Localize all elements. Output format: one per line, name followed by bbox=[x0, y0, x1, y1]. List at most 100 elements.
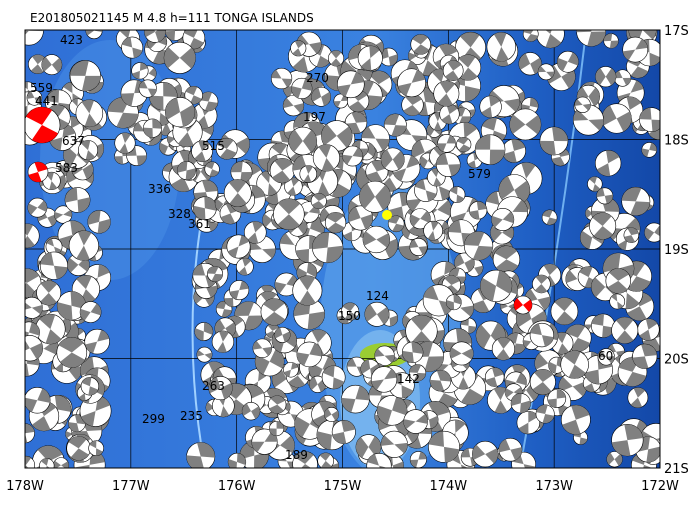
beachball bbox=[25, 223, 40, 249]
beachball-quad bbox=[30, 54, 45, 74]
beachball-quad bbox=[228, 179, 247, 207]
beachball bbox=[324, 407, 340, 422]
beachball bbox=[574, 96, 591, 113]
beachball-quad bbox=[615, 317, 634, 344]
beachball bbox=[632, 343, 658, 369]
beachball-quad bbox=[333, 94, 348, 108]
beachball bbox=[138, 79, 157, 98]
beachball bbox=[480, 269, 513, 302]
beachball bbox=[327, 50, 345, 67]
beachball bbox=[260, 298, 288, 326]
beachball bbox=[595, 66, 617, 88]
beachball-quad bbox=[518, 411, 539, 434]
beachball bbox=[370, 366, 398, 393]
beachball bbox=[243, 221, 267, 244]
beachball-quad bbox=[360, 45, 380, 71]
beachball bbox=[463, 231, 494, 261]
beachball bbox=[282, 94, 305, 117]
beachball-quad bbox=[177, 161, 196, 180]
beachball-quad bbox=[295, 214, 325, 243]
beachball-quad bbox=[536, 404, 555, 424]
beachball-quad bbox=[423, 285, 455, 315]
beachball bbox=[312, 144, 341, 172]
beachball-quad bbox=[427, 221, 439, 241]
beachball-quad bbox=[410, 210, 431, 227]
beachball bbox=[456, 136, 472, 153]
beachball-quad bbox=[539, 126, 568, 156]
beachball-quad bbox=[216, 301, 232, 318]
beachball-quad bbox=[362, 231, 390, 248]
beachball bbox=[25, 387, 51, 414]
beachball-quad bbox=[518, 53, 542, 75]
beachball-quad bbox=[80, 395, 111, 427]
beachball bbox=[621, 186, 651, 216]
beachball bbox=[207, 265, 224, 282]
beachball bbox=[460, 317, 477, 334]
beachball bbox=[448, 186, 466, 203]
beachball bbox=[537, 63, 555, 81]
beachball-quad bbox=[603, 33, 619, 49]
beachball-quad bbox=[563, 350, 586, 379]
beachball-quad bbox=[505, 332, 527, 354]
event-label: 583 bbox=[55, 161, 78, 175]
beachball-quad bbox=[266, 323, 279, 338]
beachball bbox=[611, 424, 644, 457]
beachball-quad bbox=[68, 436, 89, 461]
beachball bbox=[479, 95, 502, 118]
beachball-quad bbox=[428, 431, 460, 463]
beachball-quad bbox=[630, 387, 646, 408]
beachball bbox=[229, 280, 250, 301]
beachball-quad bbox=[149, 82, 178, 111]
lat-label: 20S bbox=[664, 353, 689, 368]
beachball bbox=[468, 201, 488, 220]
beachball bbox=[66, 436, 91, 461]
beachball-quad bbox=[40, 252, 68, 280]
beachball bbox=[56, 337, 88, 368]
beachball bbox=[376, 395, 408, 426]
beachball bbox=[362, 225, 390, 254]
beachball bbox=[492, 245, 521, 274]
beachball-quad bbox=[274, 327, 291, 343]
beachball bbox=[288, 126, 318, 156]
beachball-quad bbox=[186, 442, 215, 468]
beachball-quad bbox=[35, 445, 63, 468]
beachball-quad bbox=[70, 60, 101, 92]
beachball bbox=[597, 348, 615, 366]
beachball-quad bbox=[132, 62, 148, 80]
beachball bbox=[164, 97, 196, 128]
beachball-quad bbox=[403, 94, 422, 116]
lon-label: 176W bbox=[218, 479, 256, 494]
beachball-quad bbox=[482, 117, 506, 144]
lon-label: 177W bbox=[112, 479, 150, 494]
beachball bbox=[510, 393, 531, 414]
beachball-quad bbox=[574, 99, 591, 111]
beachball-quad bbox=[65, 187, 91, 213]
beachball bbox=[193, 196, 217, 221]
beachball bbox=[177, 161, 196, 180]
beachball-quad bbox=[402, 341, 424, 363]
beachball bbox=[79, 301, 102, 323]
beachball-quad bbox=[591, 313, 615, 338]
beachball bbox=[26, 90, 43, 106]
beachball bbox=[268, 395, 287, 414]
beachball-quad bbox=[76, 230, 92, 261]
beachball-quad bbox=[460, 317, 477, 334]
beachball-quad bbox=[611, 424, 644, 456]
beachball-quad bbox=[409, 239, 428, 255]
beachball bbox=[274, 326, 291, 343]
beachball-quad bbox=[308, 356, 337, 382]
beachball bbox=[204, 161, 220, 177]
beachball-quad bbox=[263, 298, 286, 326]
beachball-quad bbox=[199, 92, 218, 111]
beachball-quad bbox=[341, 385, 370, 413]
beachball-quad bbox=[27, 200, 47, 215]
beachball bbox=[433, 80, 460, 107]
beachball bbox=[590, 313, 616, 338]
beachball-quad bbox=[511, 393, 531, 413]
beachball bbox=[409, 451, 427, 468]
beachball bbox=[230, 161, 253, 183]
beachball-quad bbox=[576, 30, 606, 47]
beachball bbox=[292, 275, 323, 306]
beachball-quad bbox=[25, 107, 59, 143]
beachball-quad bbox=[40, 280, 58, 306]
